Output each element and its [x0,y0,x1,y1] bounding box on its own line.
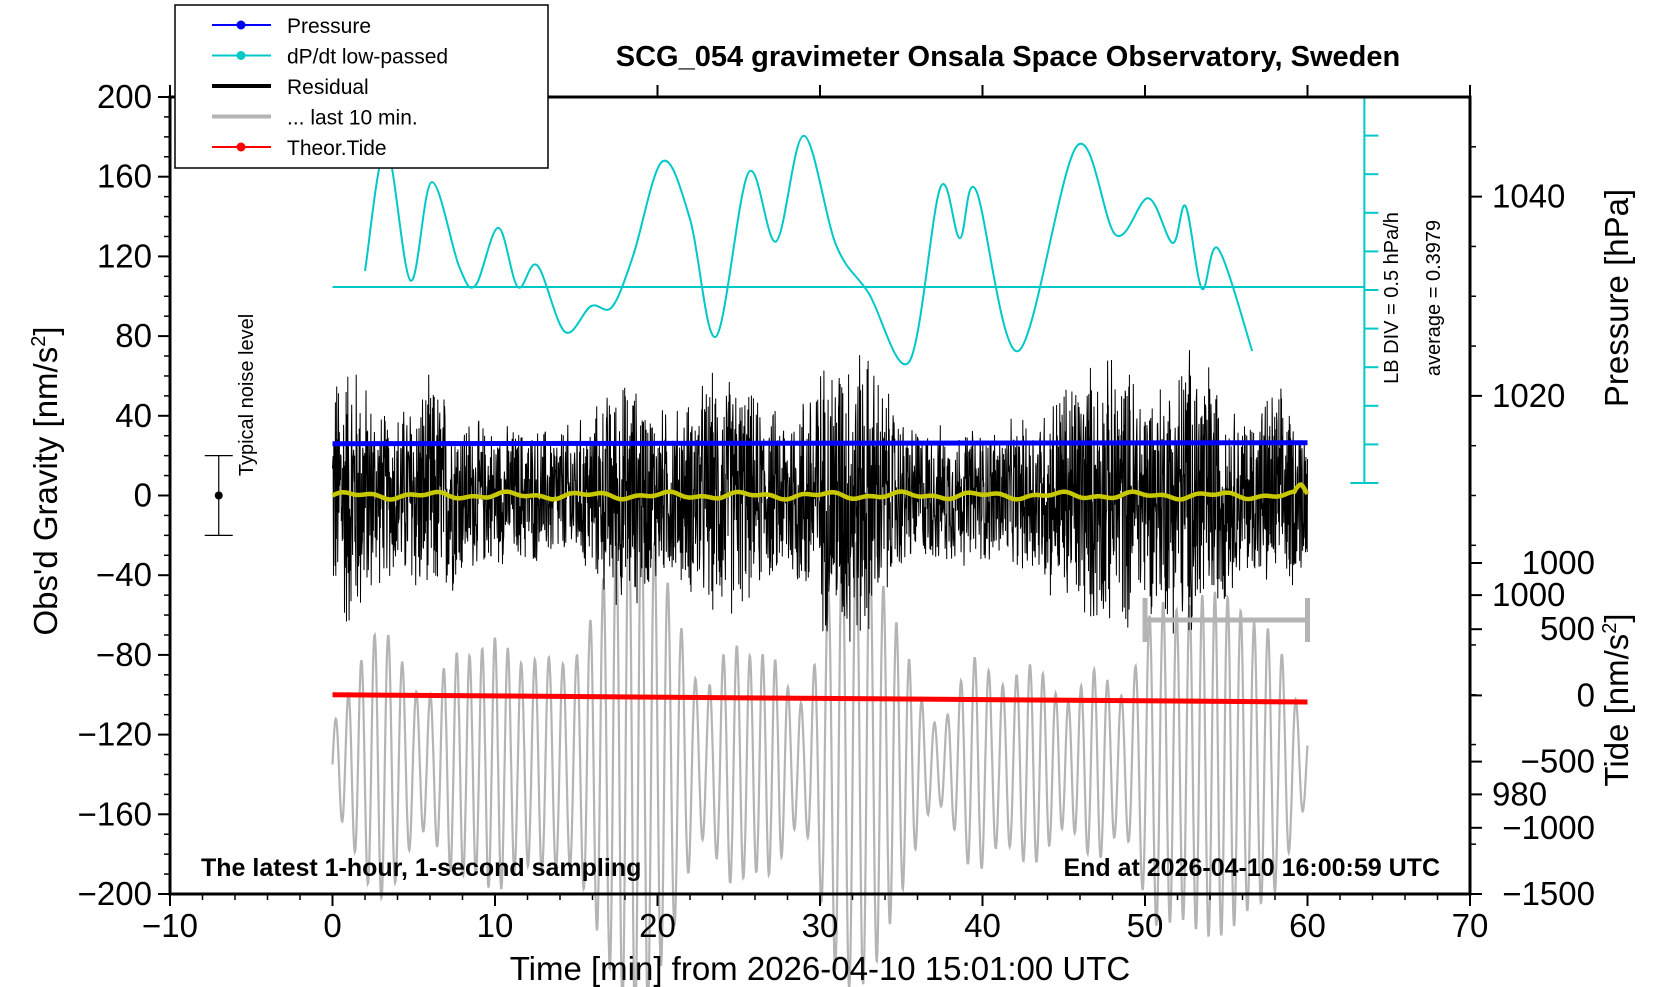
legend-label: dP/dt low-passed [287,46,448,69]
x-tick-label: 60 [1289,907,1326,944]
pressure-tick-label: 980 [1492,775,1547,812]
average-label: average = 0.3979 [1423,220,1445,376]
legend-marker [236,51,246,60]
x-tick-label: 50 [1127,907,1164,944]
tide-tick-label: 1000 [1522,544,1595,581]
x-tick-label: −10 [142,907,198,944]
x-tick-label: 30 [802,907,839,944]
y-tick-label: −80 [96,636,152,673]
lb-div-label: LB DIV = 0.5 hPa/h [1381,212,1403,384]
y-tick-label: 0 [134,477,152,514]
tide-tick-label: −500 [1521,743,1595,780]
y-tick-label: −200 [78,875,152,912]
x-tick-label: 10 [477,907,514,944]
gray-oscillation-line [331,505,1309,987]
noise-label: Typical noise level [236,314,258,476]
footer-right: End at 2026-04-10 16:00:59 UTC [1063,854,1440,882]
legend-marker [236,20,246,30]
y-tick-label: −120 [78,716,152,753]
residual-line [332,350,1308,642]
legend-label: ... last 10 min. [287,107,418,130]
x-tick-label: 0 [323,907,341,944]
tide-label-main: Tide [nm/s [1598,634,1635,787]
tide-line [332,692,1308,705]
x-axis-label: Time [min] from 2026-04-10 15:01:00 UTC [510,950,1131,987]
pressure-tick-label: 1020 [1492,377,1565,414]
legend-marker [236,142,246,152]
pressure-tick-label: 1000 [1492,576,1565,613]
y-axis-label-left: Obs'd Gravity [nm/s2] [27,327,64,636]
residual-lowpass-line [331,482,1310,502]
tide-tick-label: −1000 [1502,809,1595,846]
x-tick-label: 70 [1452,907,1489,944]
pressure-axis-label: Pressure [hPa] [1598,189,1635,407]
chart-title: SCG_054 gravimeter Onsala Space Observat… [616,41,1400,73]
legend: Pressure dP/dt low-passed Residual ... last… [174,4,549,169]
tide-label-end: ] [1598,613,1635,622]
y-label-left-sup: 2 [28,336,50,347]
y-label-left-main: Obs'd Gravity [nm/s [27,347,64,636]
tide-tick-label: 0 [1577,676,1595,713]
legend-label: Pressure [287,15,371,38]
pressure-tick-label: 1040 [1492,178,1565,215]
y-tick-label: 40 [115,397,152,434]
y-tick-label: 200 [97,78,152,115]
footer-left: The latest 1-hour, 1-second sampling [201,854,641,882]
noise-bar-dot [214,491,223,500]
tide-tick-label: 500 [1540,610,1595,647]
x-tick-label: 20 [639,907,676,944]
y-tick-label: 160 [97,158,152,195]
y-tick-label: 80 [115,317,152,354]
y-tick-label: −40 [96,556,152,593]
y-tick-label: 120 [97,237,152,274]
dpdt-line [364,134,1254,366]
tide-axis-label: Tide [nm/s2] [1598,613,1635,786]
x-tick-label: 40 [964,907,1001,944]
y-tick-label: −160 [78,795,152,832]
legend-label: Theor.Tide [287,137,387,160]
tide-tick-label: −1500 [1502,875,1595,912]
pressure-line [332,440,1308,447]
legend-label: Residual [287,76,369,99]
tide-label-sup: 2 [1599,623,1621,634]
y-label-left-end: ] [27,327,64,336]
